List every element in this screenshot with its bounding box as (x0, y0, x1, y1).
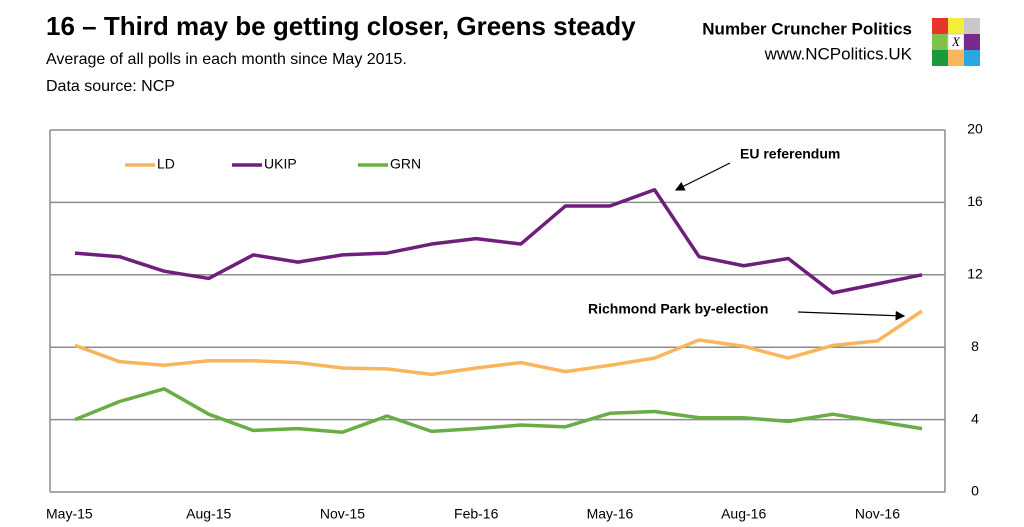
x-tick-label: Nov-15 (320, 506, 365, 522)
annotation: EU referendum (740, 146, 840, 162)
annotation: Richmond Park by-election (588, 301, 768, 317)
x-tick-label: Feb-16 (454, 506, 499, 522)
y-tick-label: 16 (967, 193, 983, 209)
legend-label: GRN (390, 156, 421, 172)
brand-mark: X (951, 34, 961, 49)
y-tick-label: 0 (971, 483, 979, 499)
chart-title: 16 – Third may be getting closer, Greens… (46, 11, 636, 41)
y-tick-label: 12 (967, 266, 983, 282)
brand-url: www.NCPolitics.UK (764, 44, 913, 63)
y-tick-label: 8 (971, 338, 979, 354)
y-tick-label: 20 (967, 121, 983, 137)
annotation-arrow (797, 310, 906, 321)
x-tick-label: Nov-16 (855, 506, 900, 522)
x-tick-label: Aug-15 (186, 506, 231, 522)
brand-name: Number Cruncher Politics (702, 19, 912, 38)
legend-label: UKIP (264, 156, 297, 172)
line-series (74, 309, 923, 377)
line-series (74, 187, 923, 295)
chart-source: Data source: NCP (46, 78, 175, 95)
x-tick-label: Aug-16 (721, 506, 766, 522)
line-series (74, 387, 923, 435)
chart-subtitle: Average of all polls in each month since… (46, 51, 407, 68)
brand-logo (932, 18, 980, 66)
annotation-arrow (674, 162, 731, 191)
legend-label: LD (157, 156, 175, 172)
y-tick-label: 4 (971, 410, 979, 426)
x-tick-label: May-16 (587, 506, 634, 522)
x-tick-label: May-15 (46, 506, 93, 522)
